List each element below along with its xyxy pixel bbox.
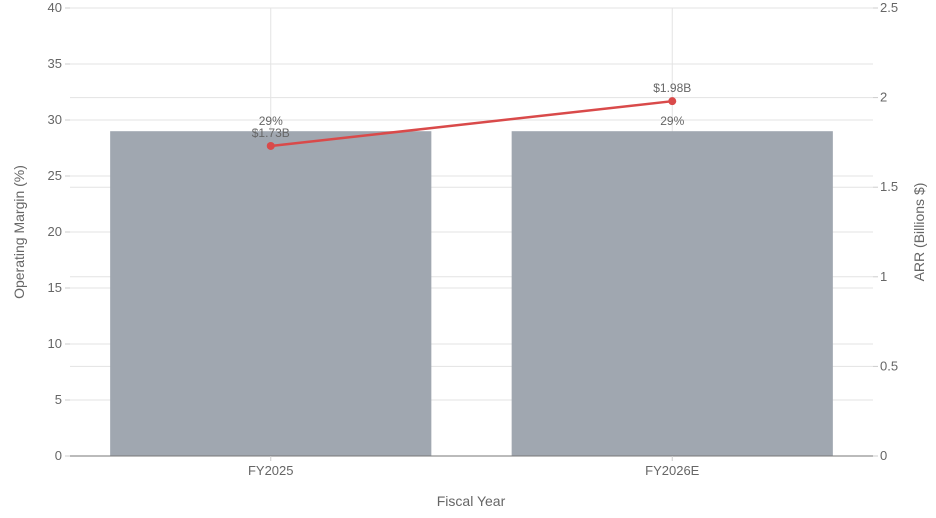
bar-value-label: 29%	[660, 114, 684, 128]
axes: 0 5 10 15 20 25 30 35 40 0 0.5 1 1.5 2 2.5 FY2025 FY2026…	[48, 0, 899, 478]
y-tick-label-right: 2	[880, 90, 887, 105]
y-tick-label-left: 10	[48, 336, 62, 351]
y-tick-label-left: 30	[48, 112, 62, 127]
y-tick-label-right: 2.5	[880, 0, 898, 15]
line-value-label: $1.98B	[653, 81, 691, 95]
y-tick-label-right: 0	[880, 448, 887, 463]
x-tick-label: FY2025	[248, 463, 294, 478]
y-tick-label-right: 1	[880, 269, 887, 284]
y-axis-title-right: ARR (Billions $)	[911, 183, 927, 282]
x-axis-title: Fiscal Year	[437, 493, 506, 509]
y-tick-label-left: 15	[48, 280, 62, 295]
y-tick-label-left: 35	[48, 56, 62, 71]
y-tick-label-left: 20	[48, 224, 62, 239]
data-labels: 29% 29%$1.73B$1.98B	[252, 81, 692, 140]
y-tick-label-left: 5	[55, 392, 62, 407]
bar-series	[110, 131, 833, 456]
y-tick-label-right: 1.5	[880, 179, 898, 194]
y-tick-label-left: 25	[48, 168, 62, 183]
bar	[511, 131, 833, 456]
line-series	[266, 97, 677, 150]
x-tick-label: FY2026E	[645, 463, 700, 478]
y-tick-label-left: 40	[48, 0, 62, 15]
line-path	[270, 99, 673, 148]
bar-value-label: 29%	[259, 114, 283, 128]
y-axis-title-left: Operating Margin (%)	[11, 165, 27, 299]
line-value-label: $1.73B	[252, 126, 290, 140]
line-point	[668, 97, 677, 106]
line-point	[266, 141, 275, 150]
y-tick-label-left: 0	[55, 448, 62, 463]
y-tick-label-right: 0.5	[880, 358, 898, 373]
bar	[110, 131, 432, 456]
